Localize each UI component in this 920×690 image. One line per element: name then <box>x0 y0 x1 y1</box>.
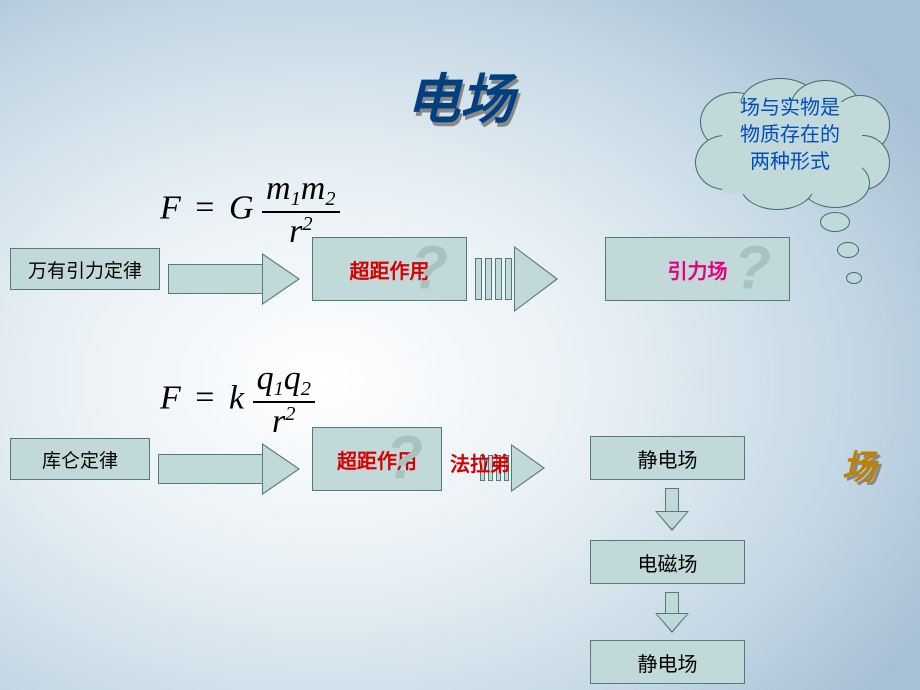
arrow-down <box>655 488 689 532</box>
formula-coef: G <box>229 189 254 226</box>
box-electromagnetic-field: 电磁场 <box>590 540 745 584</box>
cloud-bubble <box>837 242 859 258</box>
formula-coef: k <box>229 379 244 416</box>
var: r <box>289 213 302 250</box>
cloud-line: 两种形式 <box>720 149 860 176</box>
formula-eq: = <box>195 189 214 226</box>
formula-coulomb: F = k q1q2 r2 <box>160 360 315 441</box>
box-gravitational-field: ?引力场 <box>605 237 790 301</box>
box-action-at-distance: ?超距作用 <box>312 237 467 301</box>
cloud-text: 场与实物是 物质存在的 两种形式 <box>720 95 860 176</box>
cloud-bubble <box>846 272 862 284</box>
side-label-field: 场 场 <box>842 440 876 489</box>
box-gravity-law: 万有引力定律 <box>10 248 160 290</box>
formula-lhs: F <box>160 189 181 226</box>
formula-numerator: m1m2 <box>262 170 340 213</box>
box-label: 静电场 <box>638 648 698 677</box>
box-electrostatic-field: 静电场 <box>590 436 745 480</box>
box-action-at-distance-2: ?超距作用 <box>312 427 442 491</box>
box-label: 引力场 <box>668 255 728 284</box>
formula-lhs: F <box>160 379 181 416</box>
box-label: 万有引力定律 <box>28 256 142 283</box>
box-electrostatic-field-2: 静电场 <box>590 640 745 684</box>
sub: 1 <box>291 188 301 210</box>
cloud-line: 物质存在的 <box>720 122 860 149</box>
question-mark-icon: ? <box>734 233 771 303</box>
sub: 2 <box>301 378 311 400</box>
side-label-text: 场 <box>842 449 876 487</box>
box-label: 库仑定律 <box>42 446 118 473</box>
cloud-bubble <box>820 212 850 232</box>
arrow-right <box>158 443 301 495</box>
var: q <box>257 360 274 397</box>
sup: 2 <box>285 403 295 425</box>
arrow-down <box>655 592 689 634</box>
box-coulomb-law: 库仑定律 <box>10 438 150 480</box>
cloud-line: 场与实物是 <box>720 95 860 122</box>
title-text: 电场 <box>406 70 514 130</box>
formula-denominator: r2 <box>253 403 315 441</box>
var: q <box>284 360 301 397</box>
arrow-right <box>475 246 599 312</box>
box-label: 超距作用 <box>337 445 417 474</box>
sub: 2 <box>325 188 335 210</box>
box-label: 电磁场 <box>638 548 698 577</box>
var: r <box>272 403 285 440</box>
formula-eq: = <box>195 379 214 416</box>
formula-fraction: q1q2 r2 <box>253 360 315 441</box>
formula-numerator: q1q2 <box>253 360 315 403</box>
box-label: 超距作用 <box>350 255 430 284</box>
annotation-faraday: 法拉弟 <box>450 448 510 477</box>
arrow-right <box>168 253 301 305</box>
var: m <box>301 170 326 207</box>
sub: 1 <box>274 378 284 400</box>
sup: 2 <box>302 213 312 235</box>
var: m <box>266 170 291 207</box>
box-label: 静电场 <box>638 444 698 473</box>
